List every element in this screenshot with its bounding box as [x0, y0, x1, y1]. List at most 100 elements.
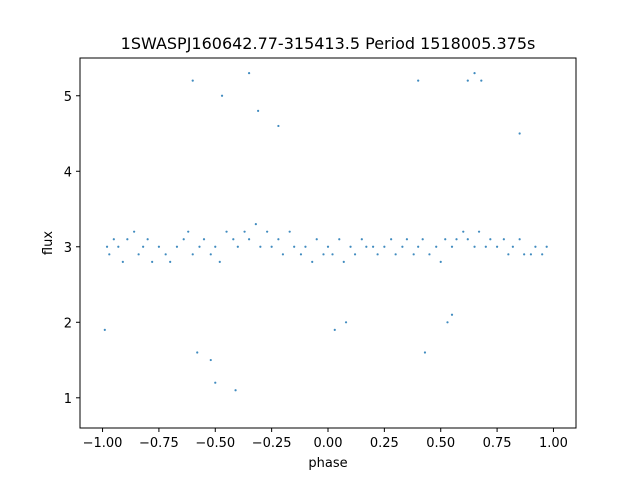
data-point: [270, 245, 273, 248]
data-point: [450, 245, 454, 248]
y-tick-label: 3: [64, 241, 72, 256]
x-tick-label: 0.75: [483, 436, 512, 451]
data-point: [417, 245, 420, 248]
chart-title: 1SWASPJ160642.77-315413.5 Period 1518005…: [121, 34, 536, 53]
y-tick-label: 1: [64, 392, 72, 407]
data-point: [326, 245, 330, 248]
data-point: [462, 230, 465, 233]
data-point: [191, 79, 194, 82]
data-point: [254, 223, 257, 226]
data-point: [175, 245, 179, 248]
data-point: [247, 72, 251, 75]
data-point: [390, 238, 393, 241]
data-point: [473, 72, 476, 75]
data-point: [157, 245, 161, 248]
data-point: [243, 230, 246, 233]
data-points: [103, 72, 548, 392]
data-point: [480, 79, 483, 82]
data-point: [234, 389, 237, 392]
data-point: [146, 238, 149, 241]
data-point: [236, 245, 239, 248]
data-point: [112, 238, 115, 241]
data-point: [371, 245, 375, 248]
data-point: [473, 245, 476, 248]
data-point: [376, 253, 379, 256]
data-point: [105, 245, 109, 248]
x-tick-label: −0.50: [195, 436, 235, 451]
data-point: [545, 245, 548, 248]
data-point: [108, 253, 111, 256]
data-point: [214, 245, 217, 248]
data-point: [495, 245, 499, 248]
y-tick-label: 2: [64, 316, 72, 331]
data-point: [311, 260, 314, 263]
data-point: [455, 238, 458, 241]
data-point: [344, 321, 348, 324]
data-point: [137, 253, 140, 256]
data-point: [421, 238, 424, 241]
data-point: [187, 230, 190, 233]
data-point: [220, 94, 224, 97]
data-point: [288, 230, 291, 233]
data-point: [182, 238, 185, 241]
x-tick-label: −0.75: [139, 436, 179, 451]
x-tick-label: 0.00: [314, 436, 343, 451]
data-point: [401, 245, 404, 248]
data-point: [331, 253, 334, 256]
data-point: [523, 253, 526, 256]
data-point: [466, 79, 469, 82]
data-point: [450, 313, 454, 316]
data-point: [126, 238, 129, 241]
data-point: [103, 328, 106, 331]
x-tick-label: −0.25: [252, 436, 292, 451]
data-point: [477, 230, 481, 233]
data-point: [151, 260, 154, 263]
data-point: [164, 253, 167, 256]
data-point: [322, 253, 325, 256]
data-point: [198, 245, 201, 248]
x-tick-label: 1.00: [539, 436, 568, 451]
x-tick-label: 0.50: [426, 436, 455, 451]
data-point: [489, 238, 492, 241]
data-point: [277, 124, 280, 128]
data-point: [365, 245, 368, 248]
x-axis: −1.00 −0.75 −0.50 −0.25 0.00 0.25 0.50 0.75 1.00: [83, 428, 568, 451]
data-point: [338, 238, 341, 241]
data-point: [259, 245, 262, 248]
data-point: [502, 238, 505, 241]
data-point: [142, 245, 145, 248]
data-point: [218, 260, 221, 263]
data-point: [507, 253, 510, 256]
data-point: [169, 260, 172, 263]
data-point: [196, 351, 199, 354]
data-point: [444, 238, 447, 241]
data-point: [304, 245, 307, 248]
plot-frame: [79, 57, 577, 429]
data-point: [360, 238, 363, 241]
data-point: [299, 253, 303, 256]
data-point: [247, 238, 251, 241]
data-point: [232, 238, 235, 241]
data-point: [315, 238, 318, 241]
data-point: [333, 328, 336, 331]
y-axis-label: flux: [41, 231, 56, 255]
data-point: [202, 238, 206, 241]
data-point: [281, 253, 285, 256]
data-point: [209, 358, 212, 362]
data-point: [518, 132, 521, 135]
data-point: [117, 245, 120, 248]
data-point: [439, 260, 442, 263]
data-point: [121, 260, 124, 263]
data-point: [394, 253, 397, 256]
data-point: [225, 230, 228, 233]
data-point: [405, 238, 409, 241]
data-point: [133, 230, 136, 233]
data-point: [511, 245, 514, 248]
data-point: [191, 253, 194, 256]
data-point: [349, 245, 352, 248]
data-point: [446, 321, 449, 324]
data-point: [412, 253, 415, 256]
data-point: [466, 238, 469, 241]
data-point: [209, 253, 212, 256]
